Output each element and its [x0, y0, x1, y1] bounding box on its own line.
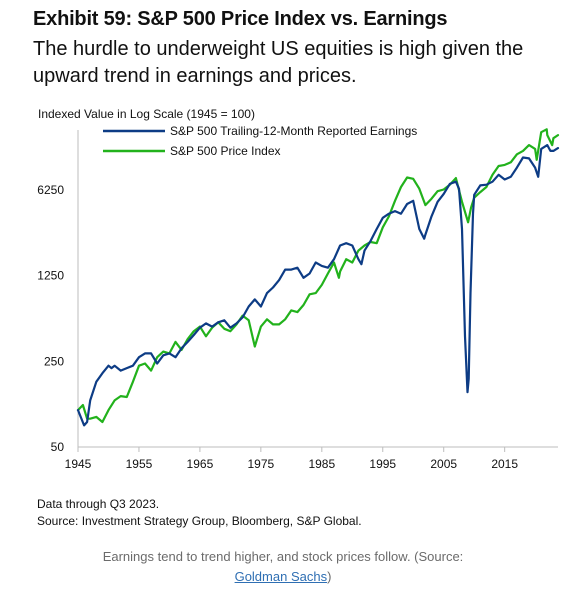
exhibit-title: Exhibit 59: S&P 500 Price Index vs. Earn…	[33, 8, 448, 30]
x-tick-label: 1985	[308, 457, 335, 471]
line-chart: Indexed Value in Log Scale (1945 = 100) …	[37, 107, 560, 471]
series-layer	[76, 128, 560, 427]
legend-label-earnings: S&P 500 Trailing-12-Month Reported Earni…	[170, 124, 417, 138]
x-tick-label: 2015	[491, 457, 518, 471]
y-axis-label: Indexed Value in Log Scale (1945 = 100)	[38, 107, 255, 121]
earnings-line	[76, 143, 560, 427]
caption-text: Earnings tend to trend higher, and stock…	[102, 549, 464, 564]
data-through-note: Data through Q3 2023.	[37, 497, 160, 511]
chart-notes: Data through Q3 2023. Source: Investment…	[37, 496, 362, 530]
x-tick-label: 1945	[65, 457, 92, 471]
x-tick-label: 2005	[430, 457, 457, 471]
y-tick-label: 250	[44, 354, 64, 368]
x-tick-label: 1965	[187, 457, 214, 471]
x-axis: 1945 1955 1965 1975 1985 1995 2005 2015	[65, 446, 558, 471]
x-tick-label: 1975	[248, 457, 275, 471]
figure-caption: Earnings tend to trend higher, and stock…	[0, 547, 566, 587]
x-tick-label: 1955	[126, 457, 153, 471]
price-index-line	[76, 128, 560, 424]
legend: S&P 500 Trailing-12-Month Reported Earni…	[103, 124, 417, 158]
legend-label-price: S&P 500 Price Index	[170, 144, 281, 158]
source-note: Source: Investment Strategy Group, Bloom…	[37, 514, 362, 528]
y-tick-label: 6250	[37, 183, 64, 197]
y-tick-label: 50	[51, 440, 65, 454]
caption-close: )	[327, 569, 332, 584]
chart-subtitle: The hurdle to underweight US equities is…	[33, 38, 524, 87]
source-link[interactable]: Goldman Sachs	[234, 569, 328, 584]
x-tick-label: 1995	[369, 457, 396, 471]
y-axis: 50 250 1250 6250	[37, 130, 79, 454]
y-tick-label: 1250	[37, 269, 64, 283]
